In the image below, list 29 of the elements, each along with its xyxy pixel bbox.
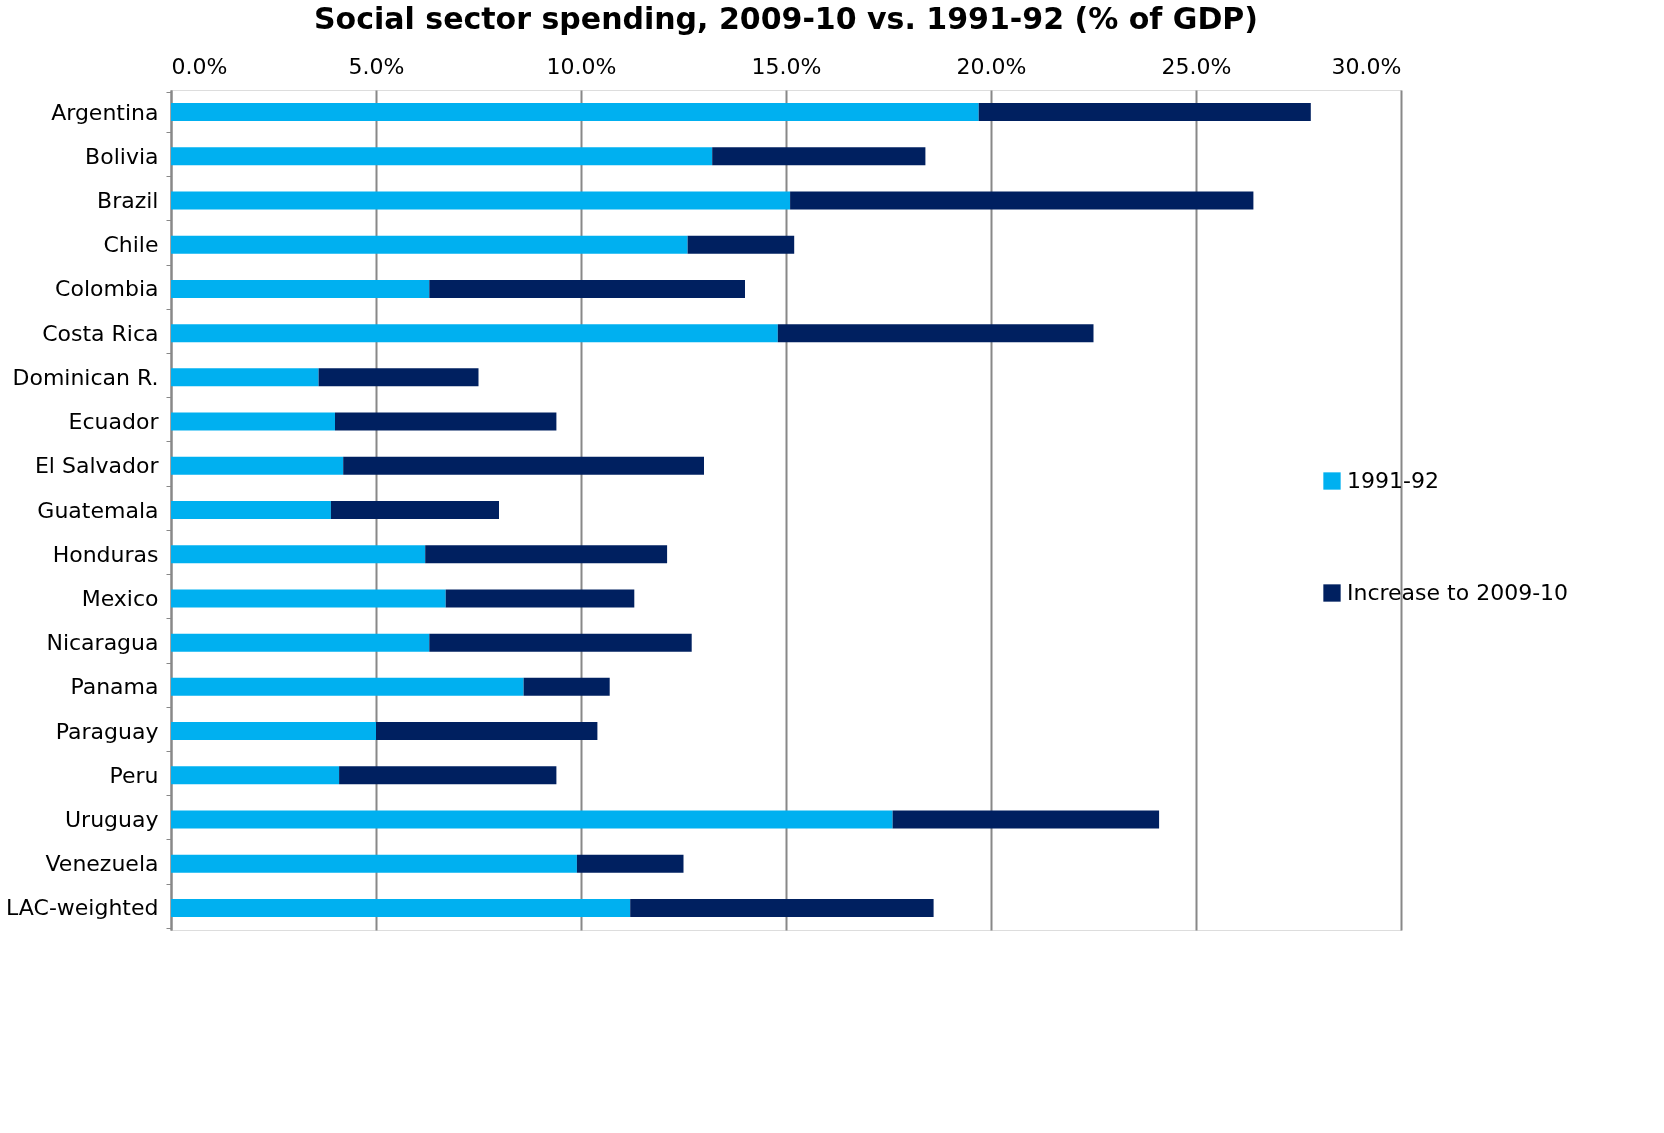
y-tick-label: Chile <box>103 232 159 258</box>
y-tick-label: Paraguay <box>55 718 159 744</box>
y-tick-label: Colombia <box>55 276 159 302</box>
x-tick-label: 25.0% <box>1161 53 1232 79</box>
y-tick-label: Ecuador <box>68 409 160 435</box>
y-tick-label: Nicaragua <box>46 630 159 656</box>
y-tick-label: Uruguay <box>65 806 159 832</box>
y-tick-label: El Salvador <box>34 453 160 479</box>
legend-label: 1991-92 <box>1347 468 1439 493</box>
y-tick-label: Guatemala <box>37 497 159 523</box>
y-tick-label: Argentina <box>51 99 159 125</box>
y-tick-label: LAC-weighted <box>6 895 159 921</box>
y-tick-label: Panama <box>70 674 159 700</box>
y-tick-label: Mexico <box>81 585 159 611</box>
y-tick-label: Peru <box>109 762 159 788</box>
y-tick-label: Brazil <box>97 188 159 214</box>
chart-title: Social sector spending, 2009-10 vs. 1991-92 (% of GDP) <box>314 1 1258 36</box>
y-tick-label: Bolivia <box>85 143 159 169</box>
x-tick-label: 10.0% <box>546 53 617 79</box>
y-tick-label: Honduras <box>52 541 159 567</box>
legend-label: Increase to 2009-10 <box>1347 580 1569 605</box>
x-tick-label: 15.0% <box>751 53 822 79</box>
x-tick-label: 5.0% <box>348 53 405 79</box>
x-tick-label: 20.0% <box>956 53 1027 79</box>
y-tick-label: Venezuela <box>45 851 159 877</box>
y-tick-label: Dominican R. <box>12 364 159 390</box>
x-tick-label: 30.0% <box>1331 53 1402 79</box>
y-tick-label: Costa Rica <box>42 320 159 346</box>
x-tick-label: 0.0% <box>171 53 228 79</box>
